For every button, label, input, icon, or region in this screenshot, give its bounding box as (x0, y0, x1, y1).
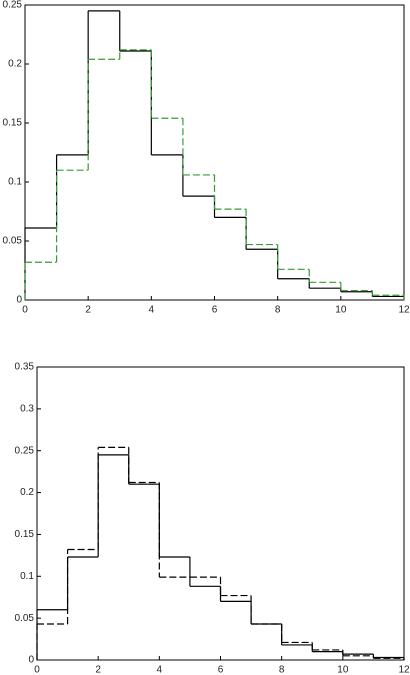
y-tick-label: 0.2 (20, 487, 34, 498)
x-tick-label: 4 (157, 665, 163, 675)
x-tick-label: 2 (95, 665, 101, 675)
x-tick-label: 0 (34, 665, 40, 675)
x-tick-label: 12 (398, 305, 410, 316)
x-tick-label: 6 (212, 305, 218, 316)
y-tick-label: 0.15 (15, 529, 35, 540)
x-tick-label: 6 (218, 665, 224, 675)
y-tick-label: 0.05 (3, 236, 23, 247)
y-tick-label: 0.1 (8, 177, 22, 188)
x-tick-label: 8 (275, 305, 281, 316)
y-tick-label: 0.35 (15, 362, 35, 373)
y-tick-label: 0.15 (3, 118, 23, 129)
y-tick-label: 0.3 (20, 403, 34, 414)
y-tick-label: 0.05 (15, 613, 35, 624)
x-tick-label: 8 (279, 665, 285, 675)
plot-frame (36, 366, 405, 661)
x-tick-label: 10 (337, 665, 349, 675)
y-tick-label: 0.25 (3, 0, 23, 11)
y-tick-label: 0.1 (20, 571, 34, 582)
y-tick-label: 0.2 (8, 59, 22, 70)
x-tick-label: 2 (85, 305, 91, 316)
x-tick-label: 0 (22, 305, 28, 316)
x-tick-label: 4 (149, 305, 155, 316)
y-tick-label: 0 (28, 655, 34, 666)
y-tick-label: 0.25 (15, 445, 35, 456)
x-tick-label: 12 (398, 665, 410, 675)
x-tick-label: 10 (335, 305, 347, 316)
plot-frame (24, 4, 405, 301)
y-tick-label: 0 (16, 295, 22, 306)
